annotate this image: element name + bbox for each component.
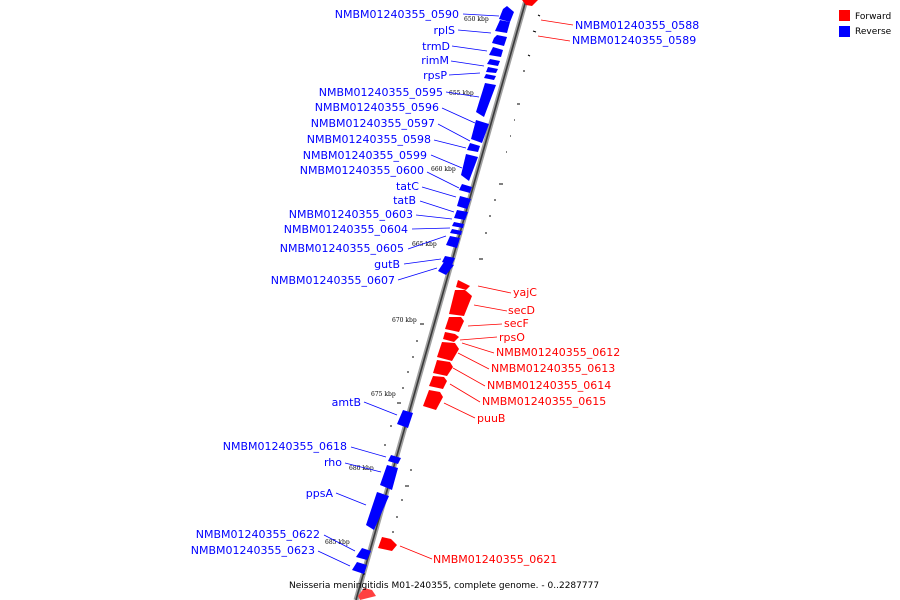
- gene-label[interactable]: NMBM01240355_0605: [280, 242, 404, 255]
- reverse-gene-arrow[interactable]: [459, 184, 472, 193]
- gene-label[interactable]: rimM: [421, 54, 449, 67]
- reverse-gene-arrow[interactable]: [454, 210, 468, 220]
- legend-reverse-swatch: [839, 26, 850, 37]
- reverse-gene-arrow[interactable]: [461, 154, 478, 181]
- gene-label[interactable]: tatB: [393, 194, 416, 207]
- reverse-gene-arrow[interactable]: [450, 229, 462, 235]
- reverse-labels: NMBM01240355_0590 rplS trmD rimM rpsP NM…: [191, 8, 459, 557]
- reverse-gene-arrow[interactable]: [457, 196, 471, 209]
- legend-reverse-label: Reverse: [855, 27, 892, 37]
- forward-gene-arrow[interactable]: [456, 280, 470, 290]
- reverse-gene-arrow[interactable]: [397, 410, 413, 428]
- kbp-label: 675 kbp: [371, 391, 396, 398]
- legend-forward-label: Forward: [855, 12, 891, 22]
- kbp-label: 680 kbp: [349, 465, 374, 472]
- gene-label[interactable]: NMBM01240355_0622: [196, 528, 320, 541]
- gene-label[interactable]: secD: [508, 304, 535, 317]
- legend: Forward Reverse: [839, 10, 892, 37]
- reverse-gene-arrow[interactable]: [467, 143, 480, 152]
- gene-label[interactable]: gutB: [374, 258, 400, 271]
- gene-label[interactable]: NMBM01240355_0588: [575, 19, 699, 32]
- gene-label[interactable]: NMBM01240355_0604: [284, 223, 408, 236]
- gene-label[interactable]: NMBM01240355_0615: [482, 395, 606, 408]
- kbp-label: 665 kbp: [412, 241, 437, 248]
- reverse-gene-arrow[interactable]: [356, 548, 371, 560]
- gene-label[interactable]: NMBM01240355_0598: [307, 133, 431, 146]
- reverse-gene-arrow[interactable]: [484, 74, 496, 80]
- legend-forward-swatch: [839, 10, 850, 21]
- gene-label[interactable]: NMBM01240355_0618: [223, 440, 347, 453]
- forward-gene-arrow[interactable]: [433, 360, 453, 376]
- gene-label[interactable]: ppsA: [306, 487, 334, 500]
- kbp-label: 670 kbp: [392, 317, 417, 324]
- gene-label[interactable]: NMBM01240355_0590: [335, 8, 459, 21]
- reverse-gene-arrow[interactable]: [352, 562, 367, 574]
- forward-gene-arrow[interactable]: [437, 342, 459, 361]
- reverse-gene-arrow[interactable]: [499, 6, 514, 22]
- gene-label[interactable]: NMBM01240355_0623: [191, 544, 315, 557]
- kbp-label: 660 kbp: [431, 166, 456, 173]
- gene-label[interactable]: NMBM01240355_0614: [487, 379, 611, 392]
- kbp-label: 655 kbp: [449, 90, 474, 97]
- gene-label[interactable]: NMBM01240355_0589: [572, 34, 696, 47]
- reverse-genes: [352, 6, 514, 574]
- gene-label[interactable]: rpsP: [423, 69, 447, 82]
- gene-label[interactable]: NMBM01240355_0603: [289, 208, 413, 221]
- forward-leader-lines: [399, 19, 574, 560]
- forward-gene-arrow[interactable]: [445, 317, 464, 332]
- gene-label[interactable]: amtB: [332, 396, 361, 409]
- gene-label[interactable]: NMBM01240355_0613: [491, 362, 615, 375]
- forward-gene-arrow[interactable]: [429, 376, 447, 389]
- forward-gene-arrow[interactable]: [522, 0, 538, 6]
- gene-label[interactable]: NMBM01240355_0607: [271, 274, 395, 287]
- genome-caption: Neisseria meningitidis M01-240355, compl…: [289, 581, 599, 591]
- reverse-gene-arrow[interactable]: [388, 455, 401, 464]
- reverse-gene-arrow[interactable]: [486, 67, 498, 73]
- gene-label[interactable]: NMBM01240355_0597: [311, 117, 435, 130]
- reverse-gene-arrow[interactable]: [366, 492, 389, 530]
- forward-genes: [358, 0, 538, 600]
- gene-label[interactable]: NMBM01240355_0595: [319, 86, 443, 99]
- gene-label[interactable]: rho: [324, 456, 342, 469]
- reverse-gene-arrow[interactable]: [487, 59, 500, 66]
- gene-label[interactable]: yajC: [513, 286, 537, 299]
- reverse-gene-arrow[interactable]: [476, 83, 496, 117]
- kbp-scale: 650 kbp 655 kbp 660 kbp 665 kbp 670 kbp …: [325, 16, 489, 546]
- reverse-gene-arrow[interactable]: [492, 35, 507, 46]
- minor-ticks: [363, 14, 541, 575]
- reverse-gene-arrow[interactable]: [438, 262, 454, 275]
- forward-labels: NMBM01240355_0588 NMBM01240355_0589 yajC…: [433, 19, 699, 566]
- forward-gene-arrow[interactable]: [378, 537, 397, 551]
- reverse-gene-arrow[interactable]: [446, 236, 460, 248]
- gene-label[interactable]: rplS: [433, 24, 455, 37]
- gene-label[interactable]: NMBM01240355_0612: [496, 346, 620, 359]
- forward-gene-arrow[interactable]: [449, 290, 472, 316]
- gene-label[interactable]: puuB: [477, 412, 505, 425]
- reverse-gene-arrow[interactable]: [471, 120, 489, 143]
- reverse-gene-arrow[interactable]: [495, 20, 510, 33]
- forward-gene-arrow[interactable]: [423, 390, 443, 410]
- gene-label[interactable]: NMBM01240355_0600: [300, 164, 424, 177]
- gene-label[interactable]: secF: [504, 317, 529, 330]
- gene-label[interactable]: NMBM01240355_0621: [433, 553, 557, 566]
- gene-label[interactable]: rpsO: [499, 331, 525, 344]
- gene-label[interactable]: NMBM01240355_0599: [303, 149, 427, 162]
- kbp-label: 685 kbp: [325, 539, 350, 546]
- gene-label[interactable]: NMBM01240355_0596: [315, 101, 439, 114]
- kbp-label: 650 kbp: [464, 16, 489, 23]
- gene-label[interactable]: trmD: [422, 40, 450, 53]
- reverse-gene-arrow[interactable]: [489, 47, 503, 57]
- reverse-gene-arrow[interactable]: [380, 465, 398, 490]
- forward-gene-arrow[interactable]: [358, 588, 376, 600]
- reverse-leader-lines: [317, 13, 500, 567]
- gene-label[interactable]: tatC: [396, 180, 419, 193]
- reverse-gene-arrow[interactable]: [452, 222, 464, 228]
- forward-gene-arrow[interactable]: [443, 332, 459, 342]
